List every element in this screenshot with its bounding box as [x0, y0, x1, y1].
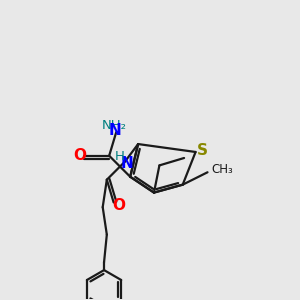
Text: NH₂: NH₂ [102, 118, 127, 132]
Text: O: O [73, 148, 86, 163]
Text: N: N [109, 122, 122, 137]
Text: O: O [112, 198, 125, 213]
Text: N: N [121, 156, 134, 171]
Text: CH₃: CH₃ [212, 163, 233, 176]
Text: S: S [197, 142, 208, 158]
Text: H: H [115, 150, 125, 163]
